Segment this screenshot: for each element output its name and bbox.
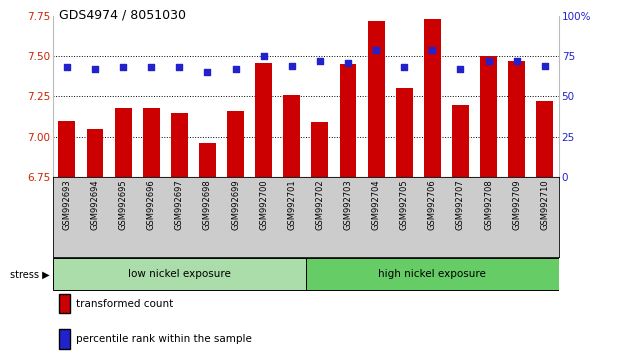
Text: GSM992702: GSM992702: [315, 179, 324, 230]
Text: GSM992703: GSM992703: [343, 179, 353, 230]
Text: GSM992707: GSM992707: [456, 179, 465, 230]
Text: GSM992701: GSM992701: [288, 179, 296, 230]
Point: [287, 63, 297, 69]
Point: [202, 69, 212, 75]
Bar: [480, 56, 497, 177]
Point: [427, 47, 437, 53]
Bar: [424, 19, 441, 177]
Text: GSM992696: GSM992696: [147, 179, 156, 230]
Bar: [227, 111, 244, 177]
Text: GSM992708: GSM992708: [484, 179, 493, 230]
Text: percentile rank within the sample: percentile rank within the sample: [76, 334, 252, 344]
Text: GSM992710: GSM992710: [540, 179, 550, 230]
Bar: [340, 64, 356, 177]
Text: GSM992694: GSM992694: [91, 179, 99, 230]
Bar: [368, 21, 384, 177]
Bar: [396, 88, 413, 177]
Bar: [255, 63, 272, 177]
Point: [456, 66, 466, 72]
Point: [62, 65, 72, 70]
Bar: [306, 258, 559, 290]
Point: [512, 58, 522, 64]
Text: GSM992693: GSM992693: [62, 179, 71, 230]
Bar: [452, 104, 469, 177]
Bar: [58, 121, 75, 177]
Text: high nickel exposure: high nickel exposure: [378, 269, 486, 279]
Bar: [199, 143, 216, 177]
Bar: [171, 113, 188, 177]
Bar: [283, 95, 300, 177]
Bar: [53, 258, 306, 290]
Text: stress ▶: stress ▶: [10, 269, 50, 279]
Bar: [537, 101, 553, 177]
Point: [259, 53, 269, 59]
Point: [371, 47, 381, 53]
Text: GDS4974 / 8051030: GDS4974 / 8051030: [59, 9, 186, 22]
Text: GSM992704: GSM992704: [371, 179, 381, 230]
Bar: [86, 129, 103, 177]
Point: [230, 66, 240, 72]
Point: [315, 58, 325, 64]
Text: transformed count: transformed count: [76, 298, 174, 309]
Text: GSM992695: GSM992695: [119, 179, 127, 230]
Point: [118, 65, 128, 70]
Text: GSM992698: GSM992698: [203, 179, 212, 230]
Point: [90, 66, 100, 72]
Bar: [312, 122, 329, 177]
Point: [399, 65, 409, 70]
Text: GSM992699: GSM992699: [231, 179, 240, 230]
Text: low nickel exposure: low nickel exposure: [128, 269, 231, 279]
Point: [343, 60, 353, 65]
Point: [146, 65, 156, 70]
Text: GSM992705: GSM992705: [400, 179, 409, 230]
Point: [175, 65, 184, 70]
Bar: [508, 61, 525, 177]
Bar: [115, 108, 132, 177]
Text: GSM992697: GSM992697: [175, 179, 184, 230]
Text: GSM992706: GSM992706: [428, 179, 437, 230]
Point: [484, 58, 494, 64]
Point: [540, 63, 550, 69]
Bar: [143, 108, 160, 177]
Text: GSM992700: GSM992700: [259, 179, 268, 230]
Text: GSM992709: GSM992709: [512, 179, 521, 230]
